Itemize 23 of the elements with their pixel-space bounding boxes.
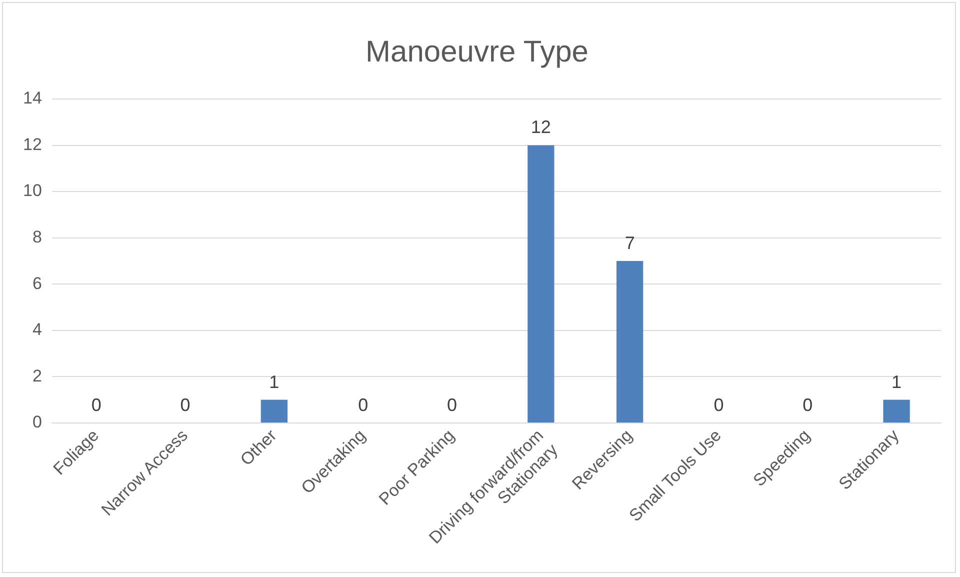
bar	[883, 400, 910, 422]
data-label: 1	[892, 372, 902, 392]
data-label: 7	[624, 232, 635, 253]
y-tick-label: 2	[32, 366, 42, 386]
y-tick-label: 14	[22, 88, 42, 108]
y-tick-label: 8	[32, 228, 42, 247]
y-tick-label: 4	[32, 320, 42, 340]
data-label: 0	[714, 394, 724, 415]
y-tick-label: 0	[32, 412, 42, 432]
chart-title: Manoeuvre Type	[366, 35, 588, 68]
data-label: 12	[530, 117, 551, 138]
y-tick-label: 6	[32, 274, 42, 293]
data-label: 0	[802, 394, 813, 415]
data-label: 0	[358, 394, 368, 415]
y-tick-label: 12	[22, 134, 42, 154]
y-tick-label: 10	[22, 181, 42, 200]
bar	[528, 145, 554, 422]
data-label: 0	[446, 394, 458, 415]
bar	[260, 400, 288, 422]
data-label: 0	[91, 394, 102, 415]
bar	[616, 260, 644, 422]
data-label: 0	[180, 394, 190, 415]
data-label: 1	[269, 372, 280, 392]
